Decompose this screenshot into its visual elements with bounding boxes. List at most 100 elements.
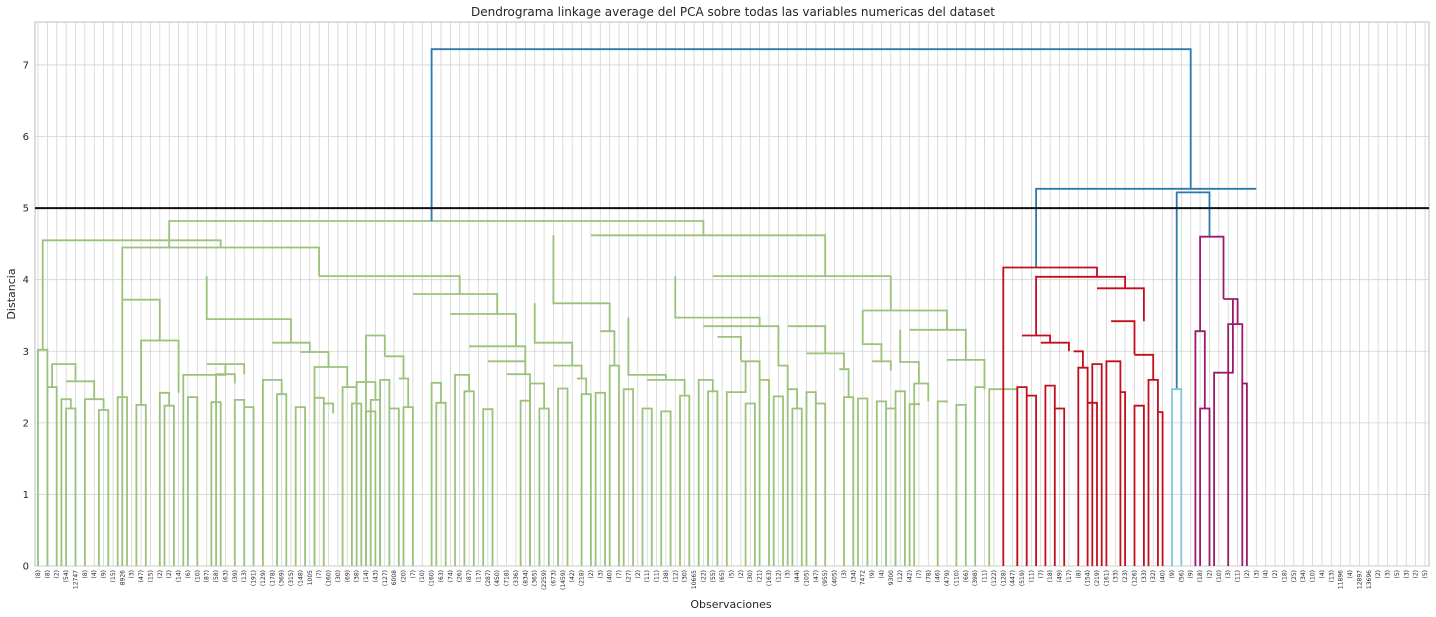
x-tick-label: (4) [878,570,885,579]
dendrogram-link [1147,378,1159,566]
dendrogram-link [843,396,855,566]
dendrogram-link [857,397,869,566]
x-tick-label: (148) [297,570,304,586]
x-tick-label: (9) [869,570,876,579]
x-tick-label: (122) [991,570,998,586]
x-tick-label: (47) [138,570,145,582]
chart-title: Dendrograma linkage average del PCA sobr… [471,5,995,19]
x-tick-label: (58) [213,570,220,582]
x-tick-label: (87) [204,570,211,582]
y-tick-label: 2 [23,418,29,429]
x-tick-label: 12747 [72,570,79,589]
x-axis-label: Observaciones [690,598,771,611]
dendrogram-link [1213,299,1234,566]
x-tick-label: (18) [1281,570,1288,582]
y-tick-label: 4 [23,275,29,286]
dendrogram-link [791,407,803,566]
dendrogram-link [674,276,761,327]
y-tick-label: 0 [23,562,29,573]
dendrogram-link [182,364,227,566]
x-tick-label: (30) [747,570,754,582]
dendrogram-link [590,234,827,277]
x-tick-label: (154) [1085,570,1092,586]
dendrogram-link [276,393,288,566]
dendrogram-link [740,360,761,380]
x-tick-label: (519) [1019,570,1026,586]
x-tick-label: 7472 [860,570,867,585]
x-tick-label: (74) [447,570,454,582]
x-tick-label: (49) [1057,570,1064,582]
x-tick-label: (2) [1244,570,1251,579]
dendrogram-link [1227,323,1244,566]
dendrogram-link [744,402,756,566]
dendrogram-link [627,317,667,380]
x-tick-label: (17) [475,570,482,582]
x-tick-label: 1005 [307,570,314,585]
x-tick-label: (287) [485,570,492,586]
dendrogram-link [168,220,705,248]
dendrogram-link [839,368,850,398]
dendrogram-link [608,364,620,566]
x-tick-label: (2) [54,570,61,579]
dendrogram-link [1133,404,1145,566]
dendrogram-link [205,276,292,343]
x-tick-label: (3) [1253,570,1260,579]
dendrogram-link [777,326,789,390]
x-tick-label: (47) [813,570,820,582]
dendrogram-link [469,345,527,362]
x-tick-label: (5) [729,570,736,579]
dendrogram-link [1241,382,1248,566]
dendrogram-link [697,378,714,566]
x-tick-label: (4) [1347,570,1354,579]
dendrogram-link [1105,360,1122,566]
x-tick-label: (7) [316,570,323,579]
x-tick-label: (163) [766,570,773,586]
dendrogram-link [875,400,887,566]
x-tick-label: (9) [1188,570,1195,579]
x-tick-label: (18) [1197,570,1204,582]
x-tick-label: (7) [410,570,417,579]
x-tick-label: (3) [597,570,604,579]
dendrogram-link [487,360,527,375]
x-tick-label: (834) [522,570,529,586]
x-tick-label: (40) [1160,570,1167,582]
dendrogram-link [576,377,588,395]
dendrogram-link [163,404,175,566]
dendrogram-links [37,48,1257,566]
dendrogram-link [1022,334,1051,343]
x-tick-label: (2) [738,570,745,579]
x-tick-label: (161) [1103,570,1110,586]
x-tick-label: (11) [1235,570,1242,582]
dendrogram-link [1016,386,1028,566]
x-tick-label: (27) [625,570,632,582]
x-tick-label: (40) [607,570,614,582]
dendrogram-link [313,396,325,566]
x-tick-label: (160) [326,570,333,586]
dendrogram-link [1199,407,1211,566]
x-tick-label: (10) [1310,570,1317,582]
dendrogram-link [51,363,77,388]
x-tick-label: (126) [1131,570,1138,586]
x-tick-label: (46) [935,570,942,582]
x-tick-label: (8) [44,570,51,579]
dendrogram-link [552,235,611,332]
x-tick-label: (9) [1169,570,1176,579]
x-tick-label: (4) [1263,570,1270,579]
x-tick-label: (105) [803,570,810,586]
dendrogram-link [947,358,986,388]
x-tick-label: (87) [466,570,473,582]
dendrogram-link [647,378,686,396]
x-tick-label: (3) [1403,570,1410,579]
dendrogram-link [894,390,906,566]
dendrogram-link [1171,388,1183,566]
x-tick-label: (3) [785,570,792,579]
x-tick-label: (219) [1094,570,1101,586]
dendrogram-link [272,341,311,352]
dendrogram-link [322,402,335,566]
x-tick-label: (7) [616,570,623,579]
x-tick-label: (23) [1122,570,1129,582]
dendrogram-link [1002,266,1098,566]
x-tick-label: (365) [532,570,539,586]
x-tick-label: (191) [251,570,258,586]
